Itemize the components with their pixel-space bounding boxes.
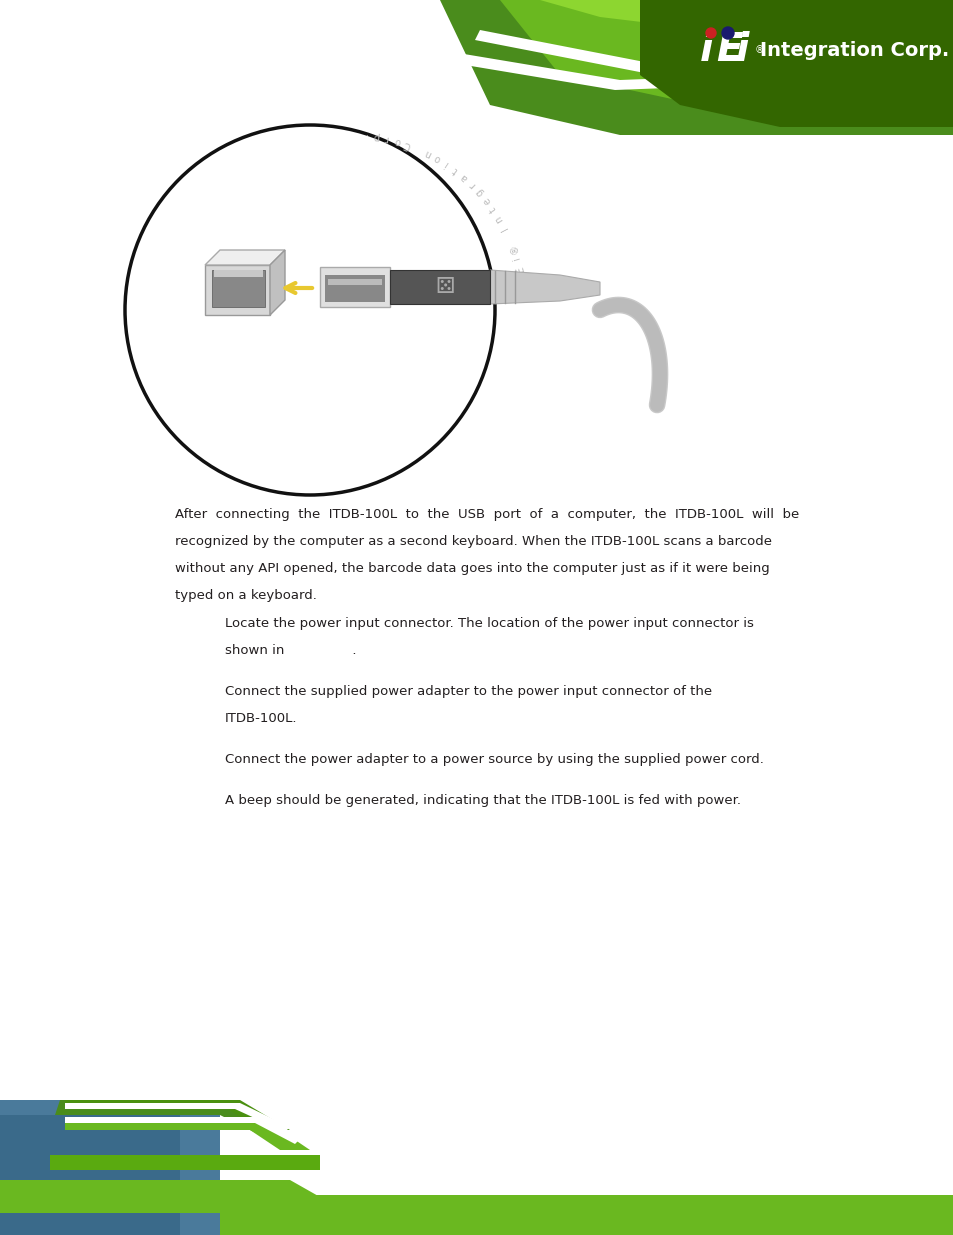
Polygon shape [205,266,270,315]
Polygon shape [65,1123,310,1150]
Text: Integration Corp.: Integration Corp. [760,41,948,59]
Text: t: t [488,205,498,214]
FancyArrowPatch shape [285,283,312,293]
Polygon shape [325,275,385,303]
Circle shape [721,27,733,40]
Polygon shape [0,1100,220,1235]
Polygon shape [65,1100,290,1130]
Polygon shape [539,0,953,35]
Text: A beep should be generated, indicating that the ITDB-100L is fed with power.: A beep should be generated, indicating t… [225,794,740,806]
Text: i: i [700,31,713,69]
Polygon shape [475,30,953,75]
Text: o: o [393,136,401,147]
Polygon shape [50,1155,319,1170]
Text: n: n [422,147,433,159]
Text: e: e [480,195,492,206]
Text: E: E [514,264,525,273]
Text: i: i [512,256,522,262]
Polygon shape [490,270,599,304]
Polygon shape [65,1116,299,1144]
Polygon shape [319,267,390,308]
Text: ITDB-100L.: ITDB-100L. [225,713,297,725]
Circle shape [125,125,495,495]
Polygon shape [205,249,285,266]
Text: i: i [517,278,527,282]
Text: I: I [499,225,509,232]
Text: t: t [451,165,459,175]
Polygon shape [0,1179,953,1213]
Text: a: a [458,172,469,183]
Text: E: E [716,31,741,69]
Text: C: C [402,140,413,151]
Text: Connect the power adapter to a power source by using the supplied power cord.: Connect the power adapter to a power sou… [225,753,763,766]
Polygon shape [390,270,490,304]
Text: recognized by the computer as a second keyboard. When the ITDB-100L scans a barc: recognized by the computer as a second k… [174,535,771,548]
Text: shown in                .: shown in . [225,643,356,657]
Polygon shape [639,0,953,127]
Polygon shape [435,49,953,90]
Text: .: . [363,131,367,141]
Polygon shape [0,1115,180,1235]
Polygon shape [0,1195,953,1213]
Text: Connect the supplied power adapter to the power input connector of the: Connect the supplied power adapter to th… [225,685,711,698]
Text: r: r [383,133,390,144]
Text: g: g [474,186,485,198]
Text: r: r [467,180,476,190]
Text: i: i [735,31,749,69]
Text: ®: ® [507,242,519,254]
Polygon shape [499,0,953,105]
Polygon shape [439,0,953,135]
Circle shape [705,28,716,38]
Text: without any API opened, the barcode data goes into the computer just as if it we: without any API opened, the barcode data… [174,562,769,576]
Text: n: n [493,214,505,224]
Polygon shape [328,279,381,285]
Polygon shape [55,1100,290,1150]
Text: typed on a keyboard.: typed on a keyboard. [174,589,316,601]
Polygon shape [0,1213,953,1235]
Text: p: p [372,132,379,142]
Text: i: i [442,159,450,169]
Text: ⚄: ⚄ [435,277,455,296]
Polygon shape [270,249,285,315]
Text: o: o [432,153,442,164]
Text: Locate the power input connector. The location of the power input connector is: Locate the power input connector. The lo… [225,618,753,630]
Polygon shape [212,270,265,308]
Polygon shape [213,270,263,277]
Text: After  connecting  the  ITDB-100L  to  the  USB  port  of  a  computer,  the  IT: After connecting the ITDB-100L to the US… [174,508,799,521]
Text: ®: ® [754,44,764,56]
Polygon shape [65,1103,290,1132]
